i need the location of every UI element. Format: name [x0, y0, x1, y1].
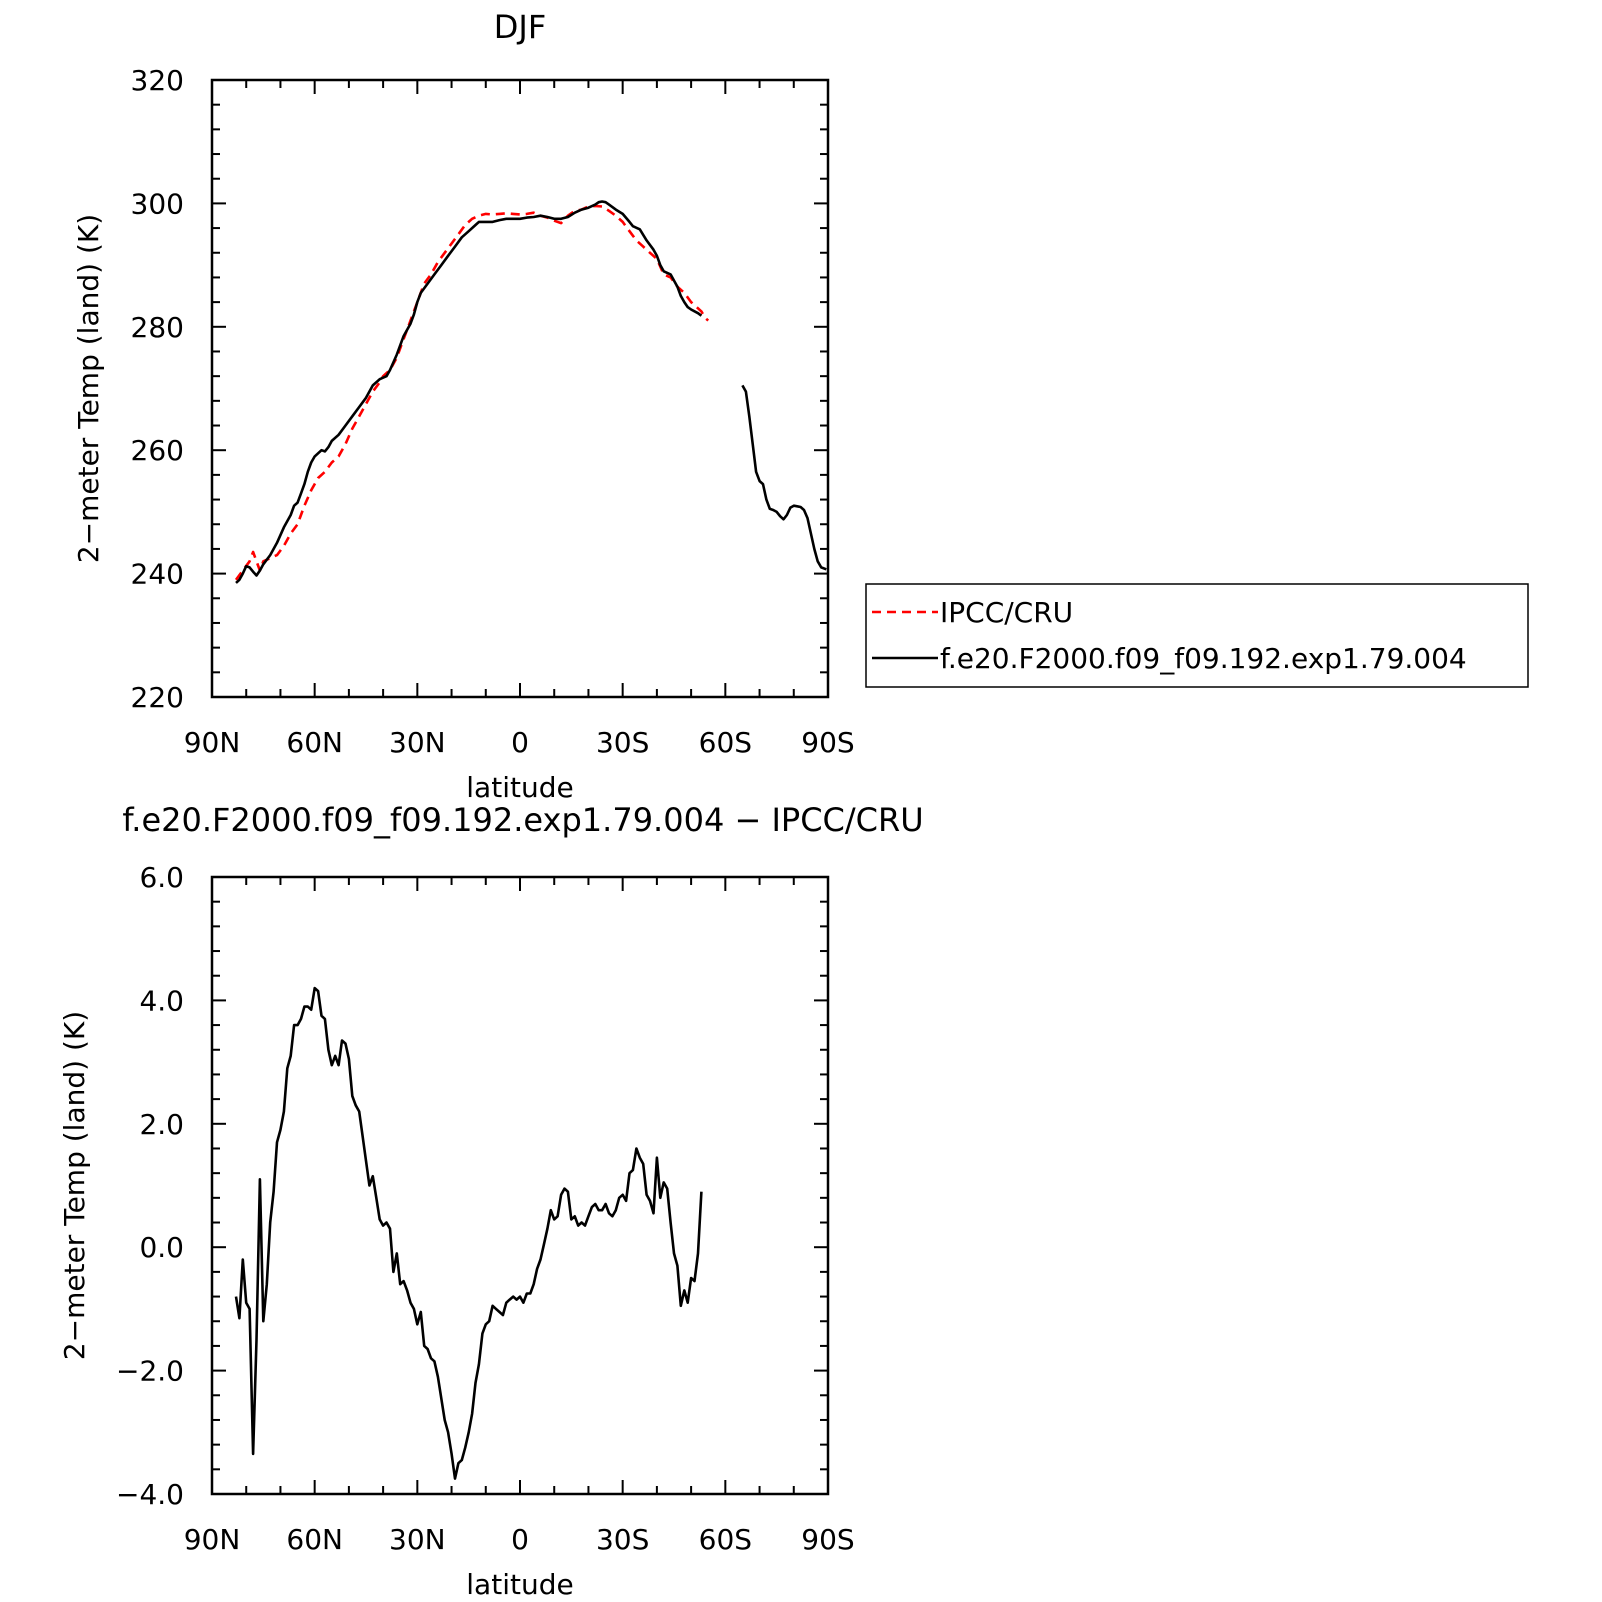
x-tick-label: 90S: [801, 1523, 854, 1556]
series-line-0: [234, 986, 703, 1480]
y-tick-label: −2.0: [116, 1355, 184, 1388]
y-tick-label: 300: [131, 187, 184, 220]
x-tick-label: 0: [511, 726, 529, 759]
difference-panel: f.e20.F2000.f09_f09.192.exp1.79.004 − IP…: [58, 801, 924, 1601]
x-tick-label: 60N: [286, 1523, 343, 1556]
x-tick-label: 90N: [184, 726, 241, 759]
x-tick-label: 0: [511, 1523, 529, 1556]
x-tick-label: 30N: [389, 1523, 446, 1556]
legend-label: f.e20.F2000.f09_f09.192.exp1.79.004: [940, 642, 1467, 675]
series-line-1: [741, 384, 827, 571]
y-tick-label: 2.0: [139, 1108, 184, 1141]
y-tick-label: 220: [131, 681, 184, 714]
y-axis-label: 2−meter Temp (land) (K): [58, 1011, 91, 1360]
plot-frame: [210, 875, 830, 1496]
x-tick-label: 60N: [286, 726, 343, 759]
x-tick-label: 30N: [389, 726, 446, 759]
y-tick-label: 320: [131, 64, 184, 97]
x-tick-label: 30S: [596, 726, 649, 759]
djf-temperature-panel: DJF 90N 60N 30N 0 30S 60S 90S 220 240 260 280 300 320…: [72, 8, 1529, 804]
series-line-1: [235, 200, 703, 584]
legend-label: IPCC/CRU: [940, 596, 1073, 629]
y-tick-label: 260: [131, 434, 184, 467]
x-tick-label: 90N: [184, 1523, 241, 1556]
x-tick-label: 30S: [596, 1523, 649, 1556]
x-axis-label: latitude: [466, 771, 573, 804]
y-axis-label: 2−meter Temp (land) (K): [72, 214, 105, 563]
x-tick-label: 90S: [801, 726, 854, 759]
y-tick-label: 240: [131, 558, 184, 591]
plot-frame: [210, 78, 830, 699]
y-tick-label: 0.0: [139, 1231, 184, 1264]
chart-title: DJF: [494, 8, 546, 46]
y-tick-label: −4.0: [116, 1478, 184, 1511]
legend-box: [865, 583, 1529, 688]
x-tick-label: 60S: [699, 1523, 752, 1556]
legend: IPCC/CRU f.e20.F2000.f09_f09.192.exp1.79.…: [865, 583, 1529, 688]
y-tick-label: 280: [131, 311, 184, 344]
y-tick-label: 6.0: [139, 861, 184, 894]
chart-title: f.e20.F2000.f09_f09.192.exp1.79.004 − IP…: [122, 801, 923, 839]
x-tick-label: 60S: [699, 726, 752, 759]
x-axis-label: latitude: [466, 1568, 573, 1601]
y-tick-label: 4.0: [139, 984, 184, 1017]
series-line-0: [234, 204, 710, 581]
